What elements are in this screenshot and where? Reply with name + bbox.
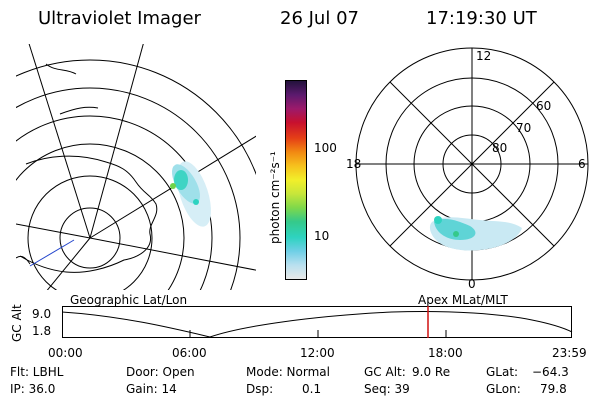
door-info: Door: Open (126, 365, 195, 379)
time-label: 17:19:30 UT (426, 8, 537, 29)
filter-info: Flt: LBHL (10, 365, 64, 379)
timeline-x-tick-4: 23:59 (552, 346, 587, 360)
altitude-timeline (62, 306, 573, 338)
mlt-label-18: 18 (346, 157, 361, 171)
timeline-x-tick-1: 06:00 (172, 346, 207, 360)
date-label: 26 Jul 07 (280, 8, 359, 29)
app-title: Ultraviolet Imager (38, 8, 201, 29)
satellite-track (29, 239, 75, 267)
auroral-emission-right (429, 216, 522, 251)
timeline-x-tick-2: 12:00 (300, 346, 335, 360)
colorbar (285, 80, 307, 280)
colorbar-unit-label: photon cm⁻²s⁻¹ (268, 151, 282, 244)
timeline-x-tick-0: 00:00 (48, 346, 83, 360)
auroral-emission-left (170, 161, 211, 227)
colorbar-tick-100: 100 (314, 141, 337, 155)
colorbar-tick-10: 10 (314, 229, 330, 243)
gc-alt-value: 9.0 Re (412, 365, 451, 379)
mlt-label-6: 6 (578, 157, 586, 171)
mlat-label-80: 80 (492, 141, 507, 155)
timeline-y-tick-max: 9.0 (32, 307, 52, 321)
gc-alt-label: GC Alt: (364, 365, 406, 379)
glat-value: −64.3 (532, 365, 569, 379)
left-map-caption: Geographic Lat/Lon (70, 293, 188, 307)
mlat-label-60: 60 (536, 99, 551, 113)
polar-mlat-mlt-plot: 12 18 6 0 60 70 80 (346, 47, 589, 290)
mlat-label-70: 70 (516, 121, 531, 135)
seq-info: Seq: 39 (364, 382, 410, 396)
gain-info: Gain: 14 (126, 382, 177, 396)
mode-info: Mode: Normal (246, 365, 330, 379)
ip-info: IP: 36.0 (10, 382, 56, 396)
right-map-caption: Apex MLat/MLT (418, 293, 508, 307)
timeline-y-tick-min: 1.8 (32, 324, 52, 338)
timeline-x-tick-3: 18:00 (428, 346, 463, 360)
mlt-label-0: 0 (468, 277, 476, 290)
glon-value: 79.8 (540, 382, 567, 396)
glon-label: GLon: (486, 382, 521, 396)
dsp-value: 0.1 (302, 382, 322, 396)
geographic-map (16, 44, 256, 290)
mlt-label-12: 12 (476, 49, 491, 63)
dsp-label: Dsp: (246, 382, 274, 396)
timeline-y-label: GC Alt (10, 304, 24, 342)
glat-label: GLat: (486, 365, 519, 379)
